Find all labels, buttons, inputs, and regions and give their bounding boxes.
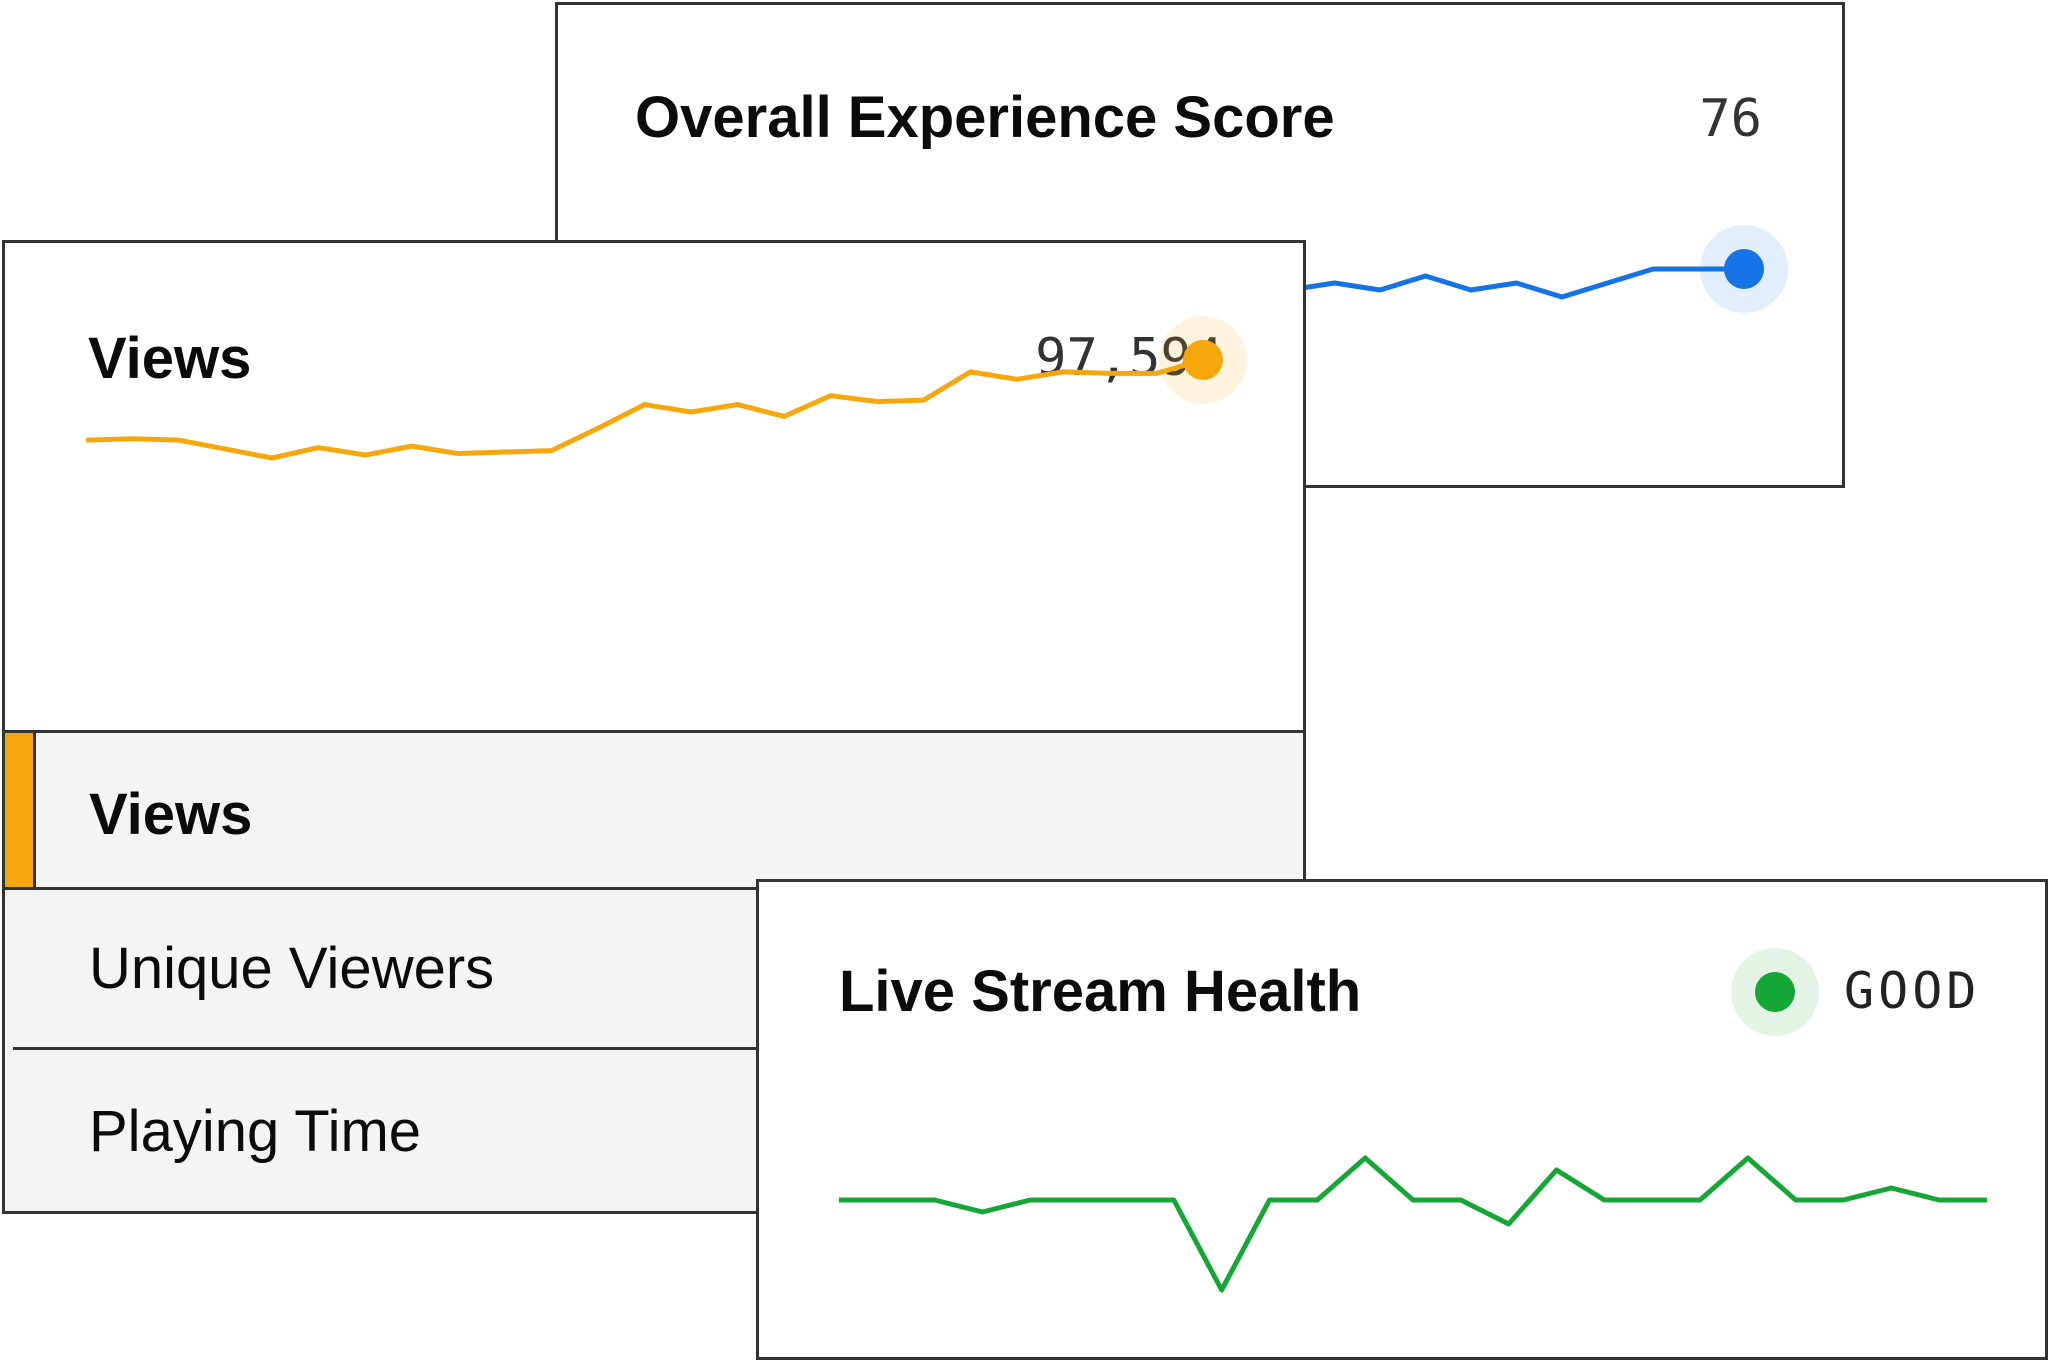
status-dot-icon xyxy=(1731,948,1819,1036)
selected-indicator xyxy=(5,733,36,887)
health-status: GOOD xyxy=(1844,962,1981,1020)
views-title: Views xyxy=(88,326,252,391)
metric-row-unique-viewers[interactable]: Unique Viewers xyxy=(13,890,1303,1050)
health-sparkline-line xyxy=(839,1155,1987,1293)
health-sparkline xyxy=(839,1155,1987,1293)
metric-label: Unique Viewers xyxy=(89,936,495,1001)
views-sparkline-line xyxy=(85,357,1204,461)
score-title: Overall Experience Score xyxy=(635,85,1335,150)
endpoint-dot xyxy=(1724,249,1764,289)
score-value: 76 xyxy=(1699,89,1762,149)
metric-label: Playing Time xyxy=(89,1099,422,1164)
health-title: Live Stream Health xyxy=(839,959,1362,1024)
health-card[interactable]: Live Stream Health GOOD xyxy=(756,879,2048,1360)
metric-row-views[interactable]: Views xyxy=(5,730,1303,890)
views-sparkline xyxy=(85,316,1247,461)
metric-label: Views xyxy=(89,782,253,847)
score-sparkline xyxy=(1198,225,1788,313)
metric-row-playing-time[interactable]: Playing Time xyxy=(5,1050,1303,1211)
endpoint-dot xyxy=(1183,340,1223,380)
